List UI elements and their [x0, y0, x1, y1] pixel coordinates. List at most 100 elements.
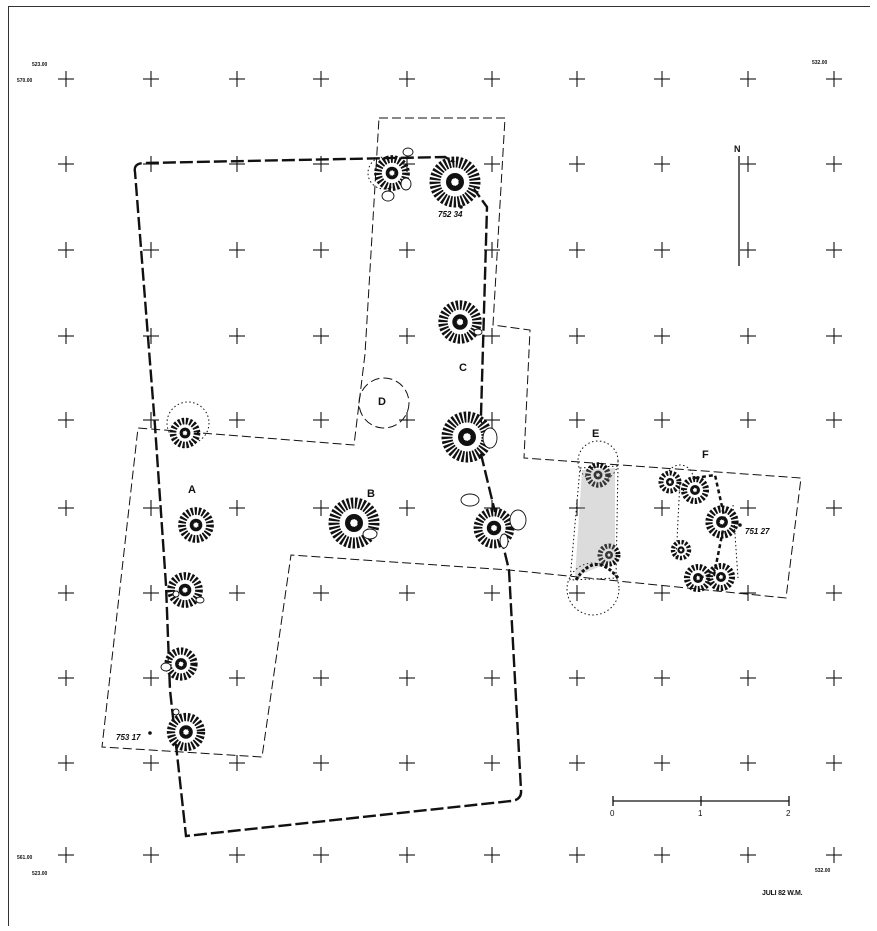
grid-cross: [569, 328, 585, 344]
grid-cross: [313, 670, 329, 686]
grid-cross: [313, 412, 329, 428]
feature-f-trench: [675, 473, 739, 580]
grid-cross: [654, 242, 670, 258]
grid-cross: [399, 670, 415, 686]
grid-cross: [484, 847, 500, 863]
grid-cross: [569, 242, 585, 258]
grid-cross: [229, 755, 245, 771]
grid-cross: [740, 71, 756, 87]
grid-cross: [826, 328, 842, 344]
scale-bar: [612, 796, 790, 806]
grid-cross: [826, 242, 842, 258]
grid-cross: [569, 71, 585, 87]
grid-cross: [654, 585, 670, 601]
elevation-points: [148, 205, 742, 735]
posthole: [167, 572, 203, 608]
pit-d: [358, 377, 410, 429]
grid-cross: [399, 847, 415, 863]
grid-cross: [313, 585, 329, 601]
posthole: [438, 300, 482, 344]
posthole: [585, 462, 611, 488]
elevation-label-right: 751 27: [745, 527, 770, 536]
grid-cross: [569, 755, 585, 771]
grid-cross: [399, 328, 415, 344]
grid-cross: [58, 585, 74, 601]
grid-cross: [313, 328, 329, 344]
grid-cross: [399, 242, 415, 258]
scale-tick-0: 0: [610, 809, 615, 818]
grid-cross: [313, 755, 329, 771]
grid-cross: [143, 847, 159, 863]
posthole: [680, 475, 710, 505]
grid-cross: [58, 328, 74, 344]
grid-cross: [484, 71, 500, 87]
grid-cross: [143, 328, 159, 344]
posthole: [178, 507, 214, 543]
grid-cross: [826, 156, 842, 172]
postholes: [164, 155, 739, 752]
corner-label-bottom-left-y: 561.00: [17, 855, 33, 861]
grid-cross: [229, 71, 245, 87]
grid-cross: [229, 412, 245, 428]
grid-cross: [826, 500, 842, 516]
grid-cross: [740, 755, 756, 771]
grid-cross: [143, 71, 159, 87]
grid-cross: [399, 71, 415, 87]
grid-cross: [143, 755, 159, 771]
grid-cross: [826, 670, 842, 686]
corner-label-top-right: 532.00: [812, 60, 828, 66]
grid-cross: [229, 328, 245, 344]
grid-cross: [740, 500, 756, 516]
grid-cross: [399, 500, 415, 516]
grid-cross: [58, 412, 74, 428]
scale-tick-1: 1: [698, 809, 703, 818]
grid-cross: [569, 585, 585, 601]
grid-cross: [143, 670, 159, 686]
grid-cross: [654, 71, 670, 87]
plan-frame: [8, 6, 870, 926]
grid-crosses: [58, 71, 842, 863]
grid-cross: [58, 242, 74, 258]
house-outline: [133, 155, 523, 838]
feature-label-d: D: [378, 396, 386, 408]
credit-label: JULI 82 W.M.: [762, 890, 803, 897]
grid-cross: [143, 242, 159, 258]
grid-cross: [229, 585, 245, 601]
stones: [160, 147, 527, 716]
posthole: [683, 563, 713, 593]
grid-cross: [58, 847, 74, 863]
feature-label-b: B: [367, 488, 375, 500]
grid-cross: [313, 500, 329, 516]
elevation-label-left: 753 17: [116, 733, 141, 742]
posthole: [374, 155, 410, 191]
grid-cross: [143, 585, 159, 601]
feature-label-f: F: [702, 449, 709, 461]
posthole: [166, 712, 206, 752]
grid-cross: [58, 500, 74, 516]
posthole: [706, 562, 736, 592]
grid-cross: [484, 156, 500, 172]
grid-cross: [229, 847, 245, 863]
feature-e-trench: [569, 465, 620, 581]
grid-cross: [740, 412, 756, 428]
corner-label-top-left-x: 523.00: [32, 62, 48, 68]
grid-cross: [740, 847, 756, 863]
grid-cross: [229, 242, 245, 258]
grid-cross: [740, 670, 756, 686]
posthole: [169, 417, 201, 449]
grid-cross: [58, 755, 74, 771]
corner-label-bottom-left-x: 523.00: [32, 871, 48, 877]
grid-cross: [826, 755, 842, 771]
grid-cross: [229, 156, 245, 172]
grid-cross: [654, 328, 670, 344]
grid-cross: [313, 242, 329, 258]
grid-cross: [569, 670, 585, 686]
north-label: N: [734, 144, 741, 154]
grid-cross: [229, 670, 245, 686]
grid-cross: [484, 412, 500, 428]
grid-cross: [313, 71, 329, 87]
grid-cross: [740, 328, 756, 344]
posthole: [429, 156, 481, 208]
feature-label-c: C: [459, 362, 467, 374]
